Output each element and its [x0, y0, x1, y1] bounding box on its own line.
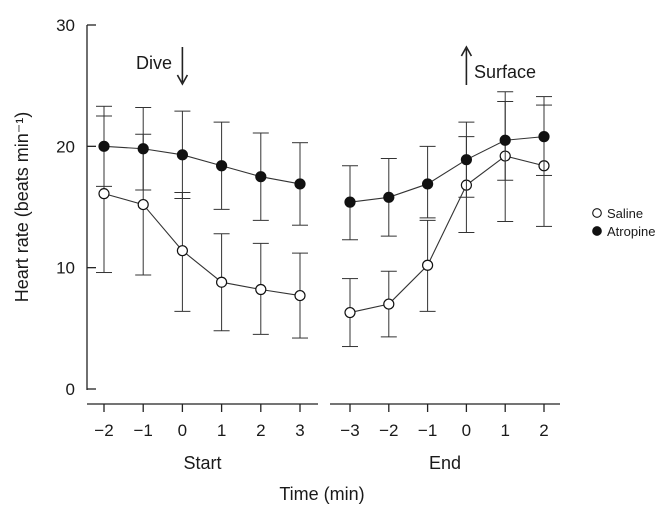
saline-point	[137, 198, 149, 211]
annotations: Dive Surface	[136, 45, 536, 86]
atropine-legend-label: Atropine	[607, 224, 655, 239]
atropine-point	[383, 191, 395, 203]
x-tick-label: 2	[539, 421, 548, 440]
atropine-line	[103, 145, 301, 185]
saline-point	[216, 276, 228, 288]
y-axis-label: Heart rate (beats min⁻¹)	[12, 112, 32, 303]
atropine-point	[255, 171, 267, 183]
x-tick-label: 1	[217, 421, 226, 440]
atropine-point	[422, 178, 434, 190]
x-tick-label: 0	[462, 421, 471, 440]
x-tick-label: −1	[418, 421, 437, 440]
saline-line	[103, 193, 301, 297]
atropine-legend-marker	[592, 226, 602, 236]
x-tick-label: 1	[500, 421, 509, 440]
x-tick-label: 2	[256, 421, 265, 440]
atropine-point	[98, 140, 110, 152]
panel-label: Start	[183, 453, 221, 473]
saline-legend-marker	[592, 208, 602, 218]
x-tick-label: −1	[134, 421, 153, 440]
atropine-point	[137, 143, 149, 155]
y-tick-label: 10	[56, 259, 75, 278]
atropine-point	[294, 178, 306, 190]
saline-point	[98, 188, 110, 200]
atropine-line	[349, 136, 545, 203]
x-tick-label: 3	[295, 421, 304, 440]
saline-legend-label: Saline	[607, 206, 643, 221]
saline-point	[344, 306, 356, 319]
saline-point	[176, 245, 188, 257]
x-tick-label: 0	[178, 421, 187, 440]
y-tick-label: 0	[66, 380, 75, 399]
saline-point	[294, 289, 306, 302]
atropine-point	[538, 131, 550, 143]
dive-arrow-head	[176, 74, 189, 86]
panel-label: End	[429, 453, 461, 473]
saline-point	[422, 259, 434, 271]
legend: Saline Atropine	[592, 206, 655, 239]
atropine-point	[344, 196, 356, 208]
y-tick-label: 20	[56, 137, 75, 156]
atropine-point	[216, 160, 228, 172]
surface-arrow-head	[460, 45, 473, 57]
series	[96, 91, 552, 348]
x-axis-label: Time (min)	[279, 484, 364, 504]
saline-line	[349, 155, 545, 314]
y-tick-label: 30	[56, 16, 75, 35]
atropine-point	[499, 134, 511, 146]
atropine-point	[460, 154, 472, 166]
dive-label: Dive	[136, 53, 172, 73]
x-tick-label: −3	[340, 421, 359, 440]
surface-label: Surface	[474, 62, 536, 82]
saline-point	[255, 283, 267, 296]
x-tick-label: −2	[94, 421, 113, 440]
saline-point	[383, 298, 395, 310]
atropine-point	[176, 149, 188, 161]
x-tick-label: −2	[379, 421, 398, 440]
